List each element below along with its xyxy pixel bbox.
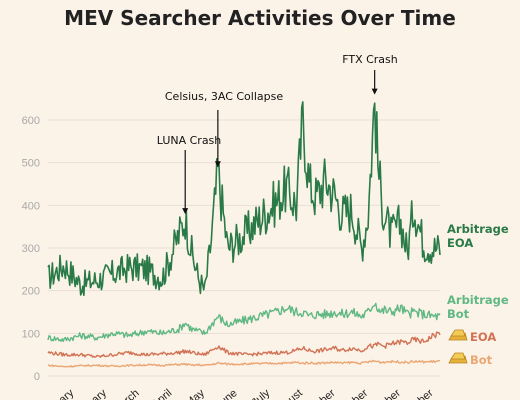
legend-label: Bot bbox=[447, 307, 470, 321]
y-tick-label: 300 bbox=[22, 243, 40, 255]
series-line-bot bbox=[47, 359, 441, 368]
y-tick-label: 400 bbox=[22, 200, 40, 212]
series-line-eoa bbox=[47, 331, 441, 358]
y-tick-label: 600 bbox=[22, 115, 40, 127]
annotation-arrow bbox=[182, 208, 189, 215]
gold-bar-icon bbox=[448, 329, 468, 341]
annotation-arrow bbox=[371, 88, 378, 95]
annotation-arrow bbox=[214, 161, 221, 168]
x-tick-label: ust bbox=[286, 387, 305, 400]
series-line-arbitrage-bot bbox=[47, 302, 441, 343]
annotation: Celsius, 3AC Collapse bbox=[165, 90, 283, 168]
x-tick-label: July bbox=[250, 387, 273, 400]
legend-label: Bot bbox=[470, 353, 493, 367]
annotation-label: FTX Crash bbox=[342, 53, 398, 66]
annotation: FTX Crash bbox=[342, 53, 398, 95]
annotations: LUNA Crash Celsius, 3AC Collapse FTX Crash bbox=[157, 53, 398, 215]
legend-entry: Bot bbox=[448, 352, 493, 367]
x-tick-label: ber bbox=[318, 387, 338, 400]
x-tick-label: ber bbox=[416, 387, 436, 400]
x-tick-label: uary bbox=[85, 387, 109, 400]
y-tick-label: 500 bbox=[22, 158, 40, 170]
series-lines bbox=[47, 101, 441, 368]
legend-label: Arbitrage bbox=[447, 222, 509, 236]
legend-label: Arbitrage bbox=[447, 293, 509, 307]
x-tick-label: ber bbox=[383, 387, 403, 400]
annotation: LUNA Crash bbox=[157, 134, 222, 215]
legend-label: EOA bbox=[447, 236, 473, 250]
x-tick-label: uary bbox=[52, 387, 76, 400]
x-tick-label: May bbox=[183, 387, 207, 400]
gold-bar-icon bbox=[448, 352, 468, 364]
annotation-label: LUNA Crash bbox=[157, 134, 222, 147]
series-line-arbitrage-eoa bbox=[47, 101, 441, 297]
gridlines bbox=[48, 119, 440, 377]
x-tick-label: ober bbox=[346, 387, 371, 400]
x-tick-label: April bbox=[150, 387, 175, 400]
y-axis-ticks: 0 100 200 300 400 500 600 bbox=[22, 115, 40, 383]
legend-entry: EOA bbox=[448, 329, 496, 344]
x-axis-ticks: uary uary rch April May June July ust ber ober ber… bbox=[52, 387, 436, 400]
legend-label: EOA bbox=[470, 330, 496, 344]
annotation-label: Celsius, 3AC Collapse bbox=[165, 90, 283, 103]
y-tick-label: 0 bbox=[34, 371, 40, 383]
x-tick-label: June bbox=[214, 387, 240, 400]
chart-title: MEV Searcher Activities Over Time bbox=[64, 6, 456, 30]
y-tick-label: 100 bbox=[22, 328, 40, 340]
y-tick-label: 200 bbox=[22, 286, 40, 298]
x-tick-label: rch bbox=[122, 387, 141, 400]
